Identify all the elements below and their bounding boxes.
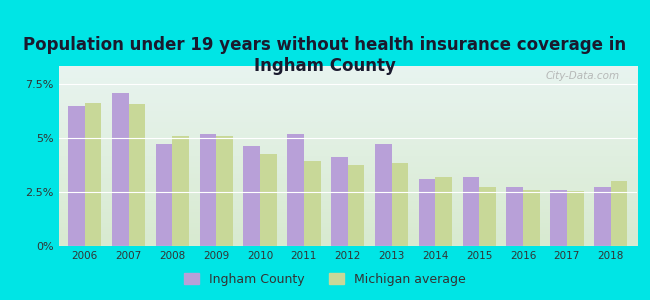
- Bar: [567, 191, 584, 246]
- Bar: [463, 177, 479, 246]
- Bar: [479, 187, 496, 246]
- Bar: [391, 163, 408, 246]
- Bar: [129, 104, 146, 246]
- Bar: [244, 146, 260, 246]
- Bar: [112, 93, 129, 246]
- Bar: [331, 158, 348, 246]
- Bar: [68, 106, 84, 246]
- Bar: [506, 187, 523, 246]
- Bar: [84, 103, 101, 246]
- Bar: [304, 160, 320, 246]
- Text: Population under 19 years without health insurance coverage in
Ingham County: Population under 19 years without health…: [23, 36, 627, 75]
- Bar: [287, 134, 304, 246]
- Legend: Ingham County, Michigan average: Ingham County, Michigan average: [179, 268, 471, 291]
- Bar: [550, 190, 567, 246]
- Bar: [594, 187, 611, 246]
- Bar: [216, 136, 233, 246]
- Bar: [419, 179, 436, 246]
- Bar: [172, 136, 189, 246]
- Bar: [348, 165, 365, 246]
- Bar: [200, 134, 216, 246]
- Bar: [436, 177, 452, 246]
- Text: City-Data.com: City-Data.com: [545, 71, 619, 81]
- Bar: [260, 154, 277, 246]
- Bar: [523, 190, 540, 246]
- Bar: [611, 181, 627, 246]
- Bar: [156, 144, 172, 246]
- Bar: [375, 144, 391, 246]
